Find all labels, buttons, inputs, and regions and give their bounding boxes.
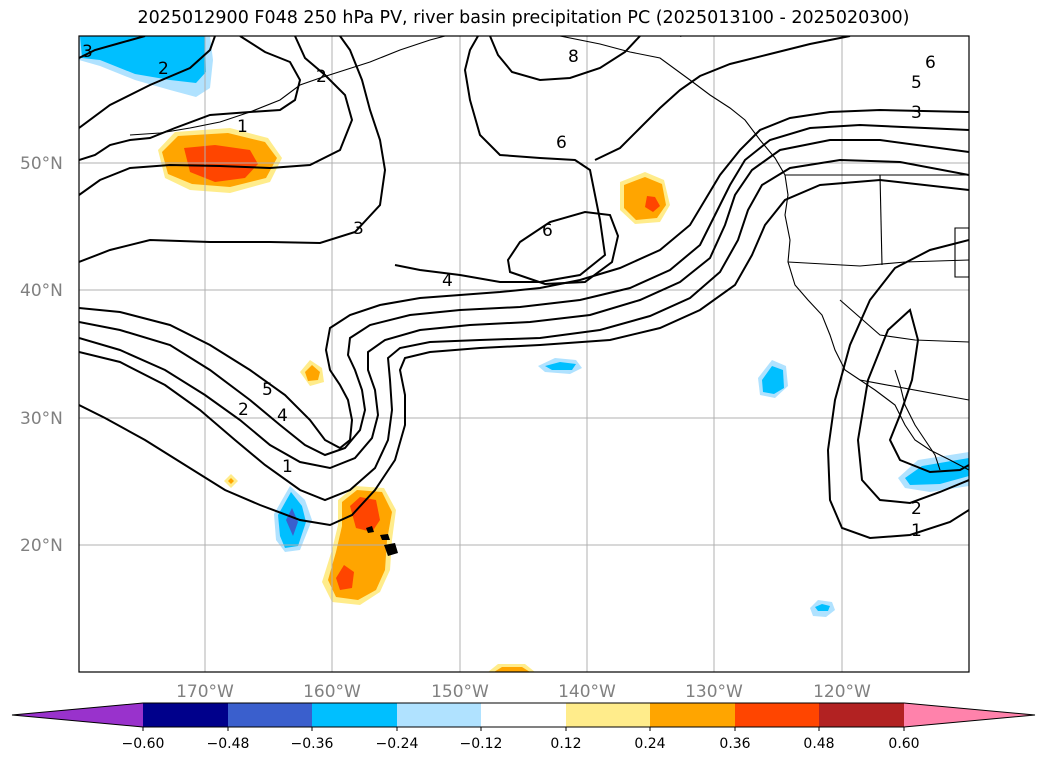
pv-contour [79, 158, 969, 502]
colorbar-tick: −0.24 [376, 736, 419, 752]
lon-label: 170°W [176, 682, 234, 702]
lat-label: 30°N [20, 409, 63, 429]
pc-positive-area [228, 478, 234, 484]
contour-label: 6 [925, 53, 936, 73]
pc-positive-area [624, 177, 666, 220]
pv-contour [506, 210, 620, 286]
lat-label: 40°N [20, 281, 63, 301]
contour-label: 2 [911, 499, 922, 519]
pv-contours [79, 36, 969, 540]
pv-contour [79, 178, 969, 527]
colorbar-segment-low-extend [12, 703, 143, 727]
colorbar-tick: −0.48 [207, 736, 250, 752]
colorbar-tick: 0.12 [550, 736, 581, 752]
contour-label: 2 [158, 59, 169, 79]
pv-contour [79, 36, 146, 59]
lon-label: 140°W [558, 682, 616, 702]
pv-contour [79, 36, 216, 129]
colorbar-segment [397, 703, 481, 727]
pv-contour [594, 36, 851, 161]
colorbar-segment-high-extend [904, 703, 1035, 727]
contour-label: 5 [262, 380, 273, 400]
contour-label: 8 [568, 47, 579, 67]
colorbar-segment [228, 703, 312, 727]
colorbar: −0.60 −0.48 −0.36 −0.24 −0.12 0.12 0.24 … [11, 702, 1036, 752]
contour-label: 6 [556, 133, 567, 153]
pv-contour [79, 36, 387, 263]
colorbar-segment [819, 703, 904, 727]
contour-label: 1 [282, 457, 293, 477]
lon-label: 150°W [431, 682, 489, 702]
contour-label: 1 [237, 117, 248, 137]
pv-contour [79, 108, 969, 450]
contour-label: 4 [442, 271, 453, 291]
contour-label: 2 [238, 400, 249, 420]
pv-contour [680, 36, 684, 37]
pv-contour [79, 36, 302, 161]
colorbar-tick: 0.48 [803, 736, 834, 752]
contour-label: 2 [316, 67, 327, 87]
contour-label: 1 [911, 521, 922, 541]
pc-positive-area [645, 196, 660, 212]
contour-label: 6 [542, 221, 553, 241]
lat-labels: 50°N 40°N 30°N 20°N [20, 154, 63, 556]
colorbar-segment [312, 703, 397, 727]
lon-label: 120°W [813, 682, 871, 702]
lon-label: 130°W [685, 682, 743, 702]
colorbar-tick: 0.24 [634, 736, 665, 752]
map-title: 2025012900 F048 250 hPa PV, river basin … [137, 8, 910, 28]
colorbar-segment [566, 703, 650, 727]
pv-contour [394, 36, 607, 283]
pc-positive-area [305, 365, 320, 381]
pc-positive-area [350, 497, 380, 532]
contour-label: 3 [911, 103, 922, 123]
hawaii-islands [366, 526, 398, 556]
pc-negative-area [762, 366, 784, 394]
pv-contour [79, 123, 969, 457]
pv-contour [856, 308, 969, 505]
colorbar-tick: 0.36 [719, 736, 750, 752]
pc-negative-area [815, 604, 830, 611]
lon-label: 160°W [303, 682, 361, 702]
contour-label: 4 [277, 406, 288, 426]
colorbar-tick: −0.36 [291, 736, 334, 752]
lat-label: 20°N [20, 536, 63, 556]
contour-label: 3 [353, 219, 364, 239]
contour-label: 5 [911, 73, 922, 93]
colorbar-segment [143, 703, 228, 727]
colorbar-segment [735, 703, 819, 727]
pc-negative-area [545, 362, 576, 370]
colorbar-tick: 0.60 [888, 736, 919, 752]
lon-labels: 170°W 160°W 150°W 140°W 130°W 120°W [176, 682, 871, 702]
colorbar-tick: −0.60 [122, 736, 165, 752]
colorbar-segment [650, 703, 735, 727]
colorbar-segment [481, 703, 566, 727]
lat-label: 50°N [20, 154, 63, 174]
pv-contour [826, 239, 969, 540]
pv-contour [79, 36, 354, 196]
pc-positive-area [494, 667, 530, 672]
contour-labels: 3 2 2 1 8 6 6 5 3 3 6 4 5 4 2 1 2 1 [82, 42, 936, 541]
pc-positive-area [336, 565, 354, 590]
pv-contour [79, 139, 969, 470]
coastlines [129, 36, 969, 471]
colorbar-tick: −0.12 [460, 736, 503, 752]
pc-negative-area [80, 36, 206, 83]
map-frame [78, 35, 970, 673]
contour-label: 3 [82, 42, 93, 62]
pc-shading [79, 36, 969, 672]
pv-contour [489, 36, 641, 82]
